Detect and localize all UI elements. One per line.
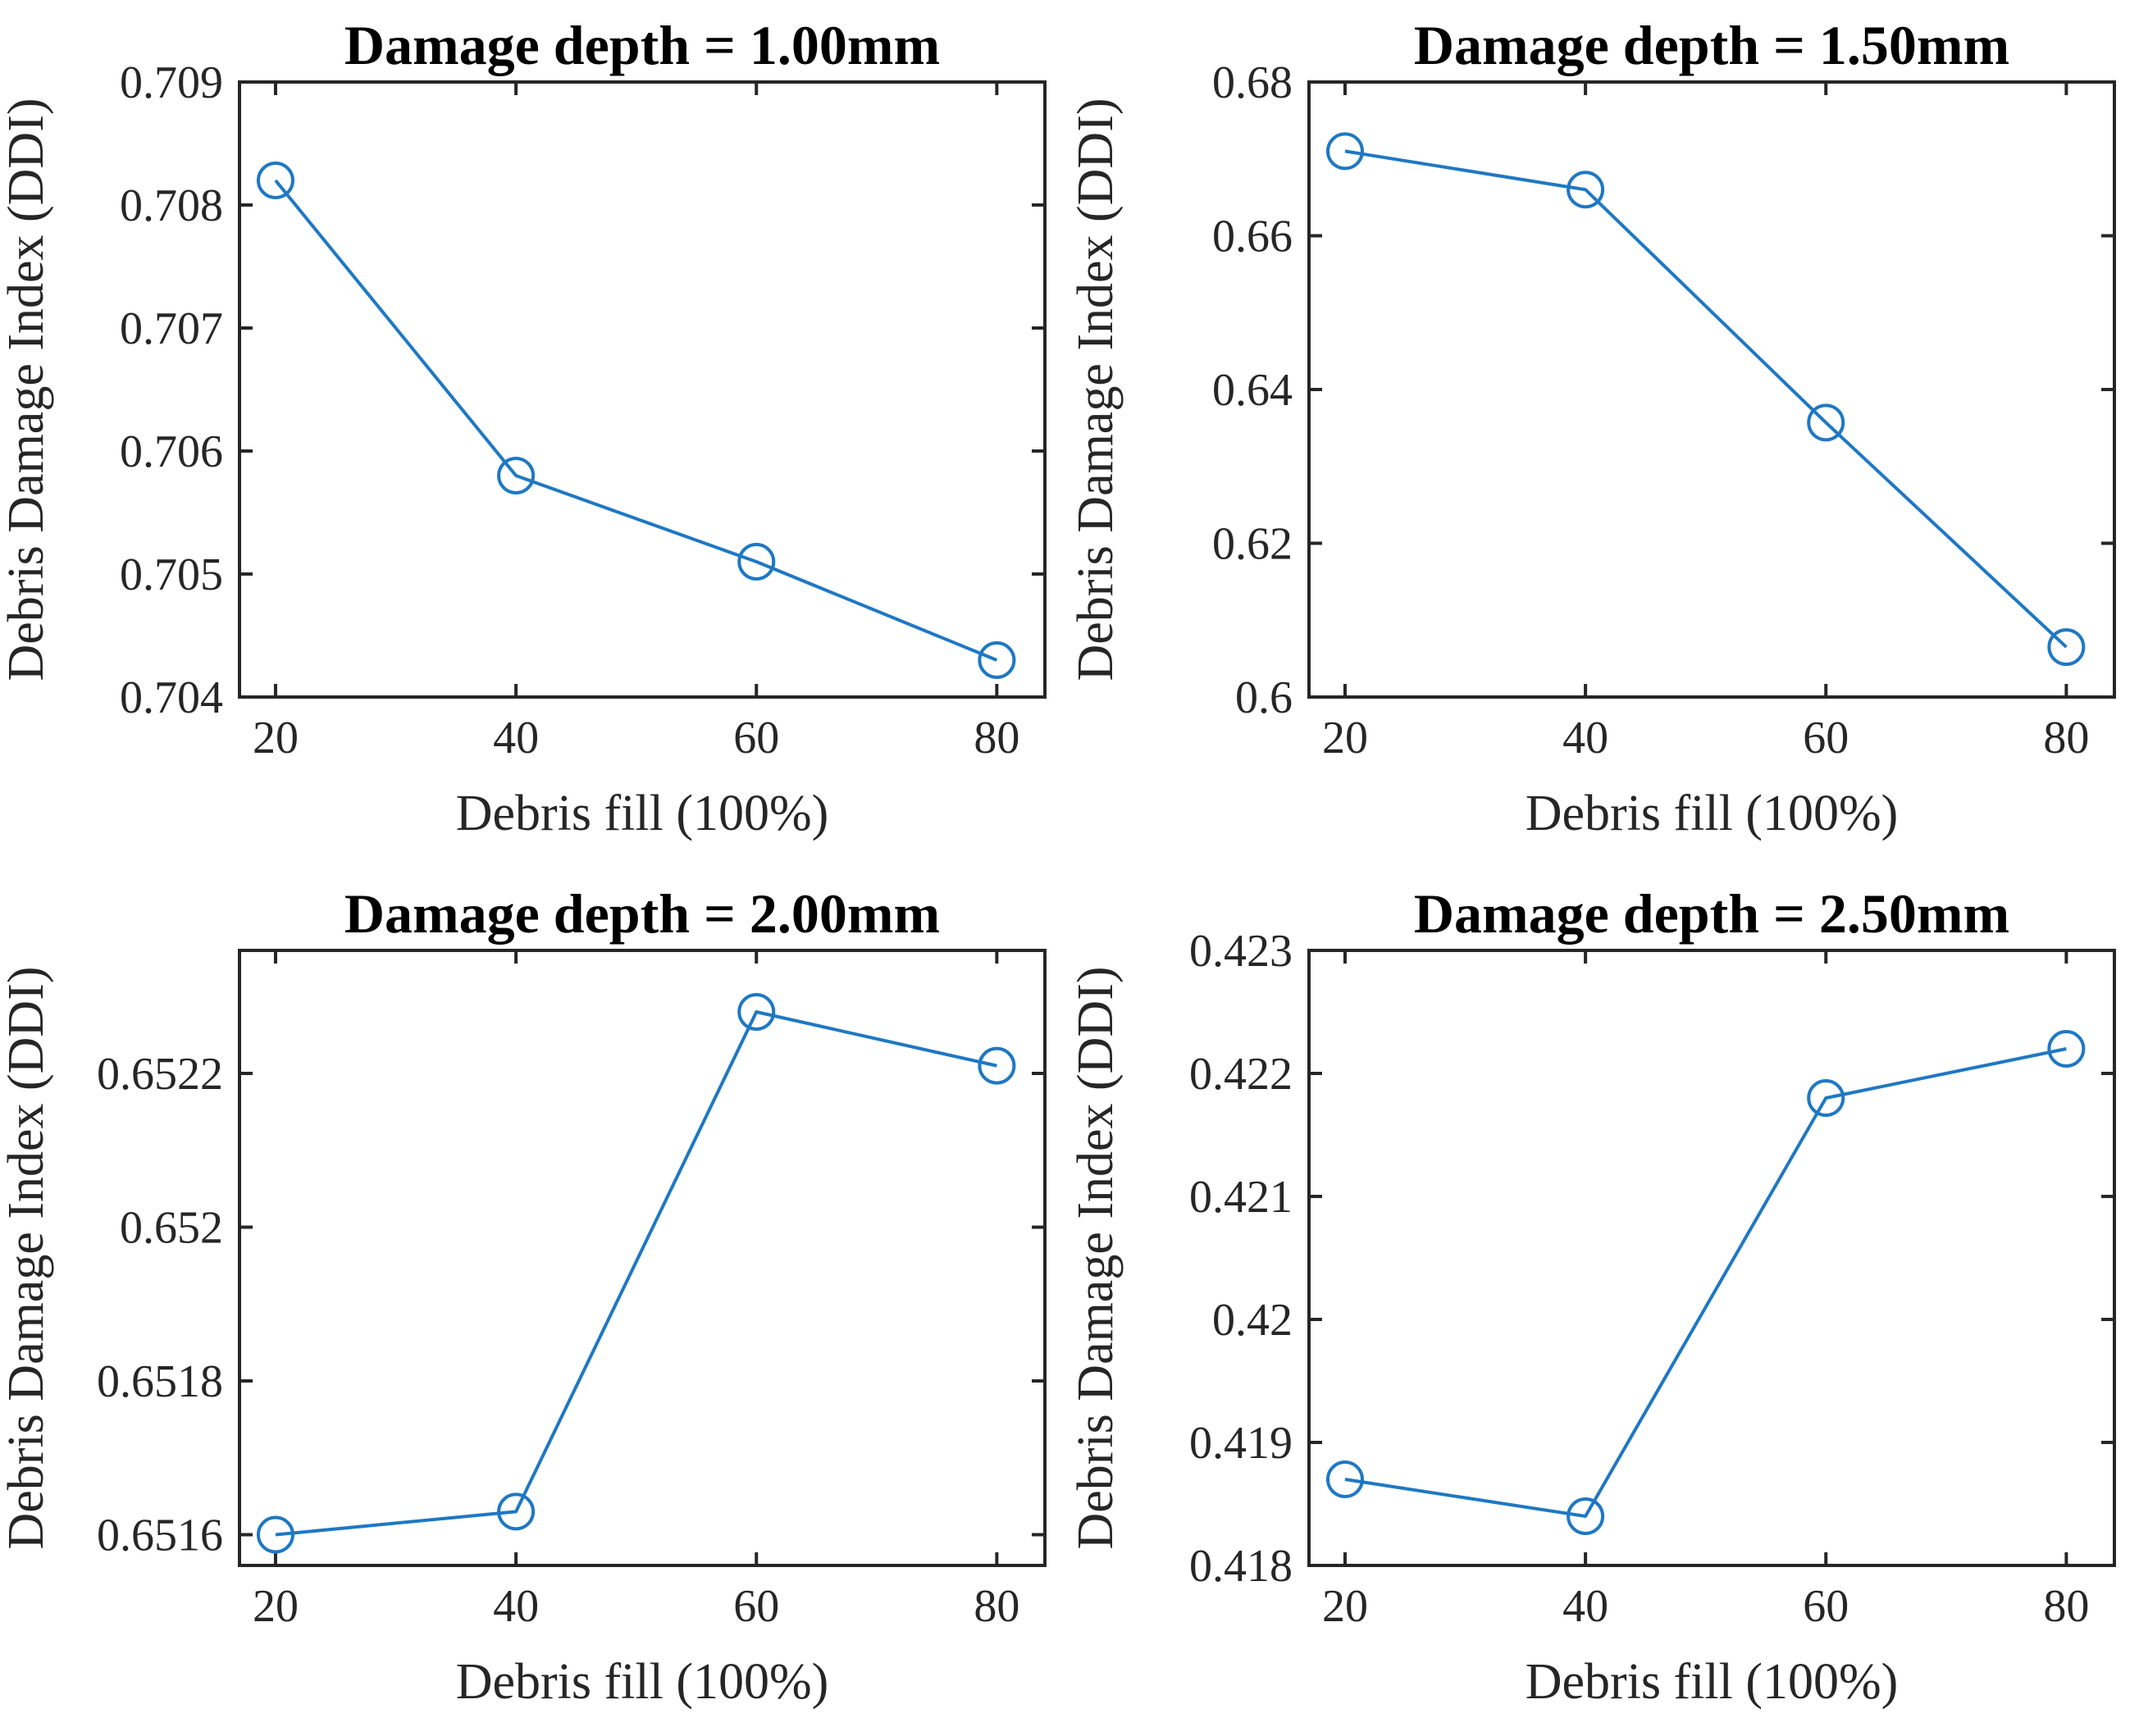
x-tick-label: 60: [733, 1581, 779, 1632]
data-point-marker: [737, 543, 776, 581]
x-tick-label: 80: [974, 713, 1019, 763]
data-point-marker: [256, 1515, 294, 1554]
plot-area-border: [238, 80, 1047, 699]
y-tick-label: 0.704: [120, 672, 223, 723]
y-axis-label: Debris Damage Index (DDI): [1068, 966, 1124, 1549]
plot-dynamic-layer: 20 40 60 80 0.418 0.419 0.42 0.421 0.422 0.423: [1189, 926, 2114, 1632]
chart-damage-depth-2.50mm: 20 40 60 80 0.418 0.419 0.42 0.421 0.422 0.423 Da…: [1068, 882, 2116, 1710]
x-axis-label: Debris fill (100%): [1526, 786, 1899, 841]
y-tick-label: 0.419: [1189, 1418, 1293, 1469]
data-point-marker: [2047, 1030, 2086, 1068]
series-line: [1344, 149, 2068, 649]
chart-title: Damage depth = 1.00mm: [344, 14, 940, 76]
x-tick-label: 80: [2043, 1581, 2089, 1632]
data-point-marker: [1807, 1079, 1845, 1117]
x-axis-label: Debris fill (100%): [456, 1654, 829, 1710]
x-tick-label: 80: [974, 1581, 1019, 1632]
y-tick-label: 0.422: [1189, 1049, 1293, 1100]
x-tick-label: 60: [1803, 1581, 1849, 1632]
data-point-marker: [737, 993, 776, 1031]
y-tick-label: 0.709: [120, 57, 223, 108]
x-tick-label: 80: [2043, 713, 2089, 763]
chart-title: Damage depth = 1.50mm: [1414, 14, 2009, 76]
y-tick-label: 0.706: [120, 426, 223, 477]
data-point-marker: [1325, 1460, 1364, 1498]
y-tick-label: 0.42: [1212, 1295, 1293, 1346]
x-tick-label: 40: [493, 713, 539, 763]
plot-area-border: [1307, 949, 2116, 1567]
y-tick-label: 0.423: [1189, 926, 1293, 977]
data-point-marker: [497, 1492, 536, 1531]
y-tick-label: 0.418: [1189, 1541, 1293, 1592]
plot-dynamic-layer: 20 40 60 80 0.6 0.62 0.64 0.66 0.68: [1212, 57, 2114, 763]
x-tick-label: 40: [493, 1581, 539, 1632]
y-tick-label: 0.705: [120, 549, 223, 600]
plot-area-border: [238, 949, 1047, 1567]
chart-title: Damage depth = 2.00mm: [344, 882, 940, 945]
data-point-marker: [1325, 132, 1364, 171]
data-point-marker: [497, 457, 536, 494]
y-tick-label: 0.68: [1212, 57, 1293, 108]
chart-damage-depth-1.50mm: 20 40 60 80 0.6 0.62 0.64 0.66 0.68 Damage depth…: [1068, 14, 2116, 841]
x-tick-label: 40: [1562, 713, 1608, 763]
chart-damage-depth-2.00mm: 20 40 60 80 0.6516 0.6518 0.652 0.6522 Damage d…: [0, 882, 1047, 1710]
y-tick-label: 0.707: [120, 303, 223, 354]
x-tick-label: 20: [1322, 713, 1368, 763]
x-tick-label: 20: [253, 1581, 299, 1632]
data-point-marker: [978, 1046, 1016, 1085]
plot-dynamic-layer: 20 40 60 80 0.6516 0.6518 0.652 0.6522: [97, 950, 1045, 1632]
x-tick-label: 20: [1322, 1581, 1368, 1632]
x-tick-label: 40: [1562, 1581, 1608, 1632]
x-tick-label: 60: [733, 713, 779, 763]
x-axis-label: Debris fill (100%): [456, 786, 829, 841]
y-tick-label: 0.6522: [97, 1049, 223, 1100]
y-axis-label: Debris Damage Index (DDI): [0, 98, 54, 681]
data-point-marker: [1807, 403, 1845, 442]
y-tick-label: 0.62: [1212, 519, 1293, 570]
data-point-marker: [1567, 171, 1605, 209]
y-tick-label: 0.64: [1212, 365, 1293, 416]
plot-area-border: [1307, 80, 2116, 699]
plot-dynamic-layer: 20 40 60 80 0.704 0.705 0.706 0.707 0.708 0.709: [120, 57, 1045, 763]
y-tick-label: 0.6: [1235, 672, 1293, 723]
series-line: [275, 1010, 997, 1537]
y-axis-label: Debris Damage Index (DDI): [1068, 98, 1124, 681]
y-tick-label: 0.6518: [97, 1356, 223, 1407]
y-tick-label: 0.421: [1189, 1172, 1293, 1223]
chart-title: Damage depth = 2.50mm: [1414, 882, 2009, 945]
x-tick-label: 20: [253, 713, 299, 763]
data-point-marker: [1567, 1497, 1605, 1535]
series-line: [274, 179, 998, 662]
y-tick-label: 0.66: [1212, 212, 1293, 262]
y-tick-label: 0.6516: [97, 1510, 223, 1561]
y-axis-label: Debris Damage Index (DDI): [0, 966, 54, 1549]
x-tick-label: 60: [1803, 713, 1849, 763]
x-axis-label: Debris fill (100%): [1526, 1654, 1899, 1710]
data-point-marker: [2047, 628, 2086, 667]
y-tick-label: 0.652: [120, 1203, 223, 1254]
data-point-marker: [256, 162, 294, 199]
y-tick-label: 0.708: [120, 180, 223, 231]
chart-damage-depth-1.00mm: 20 40 60 80 0.704 0.705 0.706 0.707 0.708 0.709 D…: [0, 14, 1047, 841]
series-line: [1344, 1047, 2067, 1518]
data-point-marker: [978, 641, 1016, 679]
